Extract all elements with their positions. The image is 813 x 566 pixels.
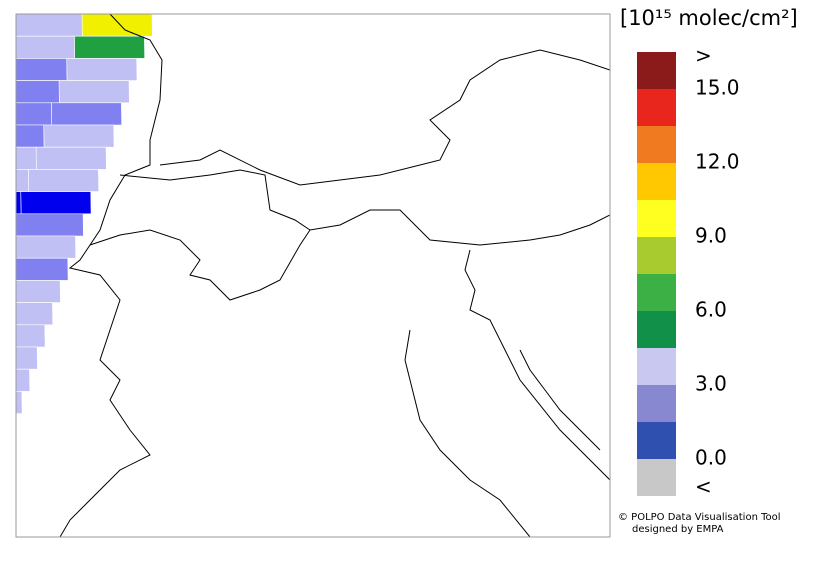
colorbar-swatch	[637, 422, 676, 459]
colorbar-swatch	[637, 385, 676, 422]
colorbar-swatch	[637, 348, 676, 385]
swath-cell	[16, 346, 38, 370]
swath-cell	[20, 191, 92, 215]
swath-cell	[74, 35, 145, 59]
swath-cell	[66, 58, 138, 81]
colorbar-swatch	[637, 237, 676, 274]
swath-cell	[16, 213, 84, 237]
swath-cell	[16, 169, 30, 192]
colorbar-swatch	[637, 200, 676, 237]
swath-cell	[0, 14, 12, 36]
swath-cell	[16, 14, 83, 37]
swath-cell	[16, 280, 61, 303]
swath-cell	[0, 236, 6, 258]
colorbar-label: 6.0	[695, 298, 727, 322]
swath-cell	[16, 235, 77, 259]
swath-cell	[28, 169, 100, 192]
colorbar-swatch	[637, 89, 676, 126]
swath-cell	[16, 324, 46, 348]
swath-cell	[16, 102, 53, 126]
colorbar-swatch	[637, 274, 676, 311]
colorbar-swatch	[637, 311, 676, 348]
colorbar-label: 9.0	[695, 224, 727, 248]
swath-cell	[16, 368, 31, 392]
legend-title: [10¹⁵ molec/cm²]	[620, 6, 798, 30]
swath-cell	[81, 14, 153, 37]
map-frame	[15, 13, 611, 538]
credit-line: designed by EMPA	[632, 524, 724, 535]
colorbar-swatch	[637, 163, 676, 200]
colorbar-label: <	[695, 475, 712, 499]
swath-cell	[35, 146, 107, 170]
colorbar-label: >	[695, 44, 712, 68]
swath-cell	[16, 257, 69, 281]
swath-cell	[16, 146, 37, 170]
swath-cell	[0, 36, 5, 58]
swath-cell	[0, 414, 14, 436]
colorbar-label: 0.0	[695, 446, 727, 470]
swath-cell	[16, 391, 23, 414]
colorbar-swatch	[637, 459, 676, 496]
swath-cell	[51, 102, 123, 126]
swath-cell	[16, 58, 68, 81]
colorbar-swatch	[637, 126, 676, 163]
satellite-swath	[0, 14, 153, 436]
colorbar-swatch	[637, 52, 676, 89]
swath-cell	[58, 80, 130, 104]
swath-cell	[16, 302, 54, 326]
swath-cell	[16, 124, 45, 148]
colorbar: >15.0 12.0 9.0 6.0 3.0 0.0 <	[637, 44, 740, 499]
colorbar-label: 3.0	[695, 372, 727, 396]
swath-cell	[43, 124, 115, 148]
swath-cell	[16, 80, 60, 104]
colorbar-label: 12.0	[695, 150, 740, 174]
credit-line: © POLPO Data Visualisation Tool	[618, 512, 781, 523]
swath-cell	[16, 191, 22, 215]
swath-cell	[16, 35, 75, 59]
borders	[59, 14, 610, 537]
colorbar-label: 15.0	[695, 76, 740, 100]
swath-cell	[0, 214, 13, 236]
